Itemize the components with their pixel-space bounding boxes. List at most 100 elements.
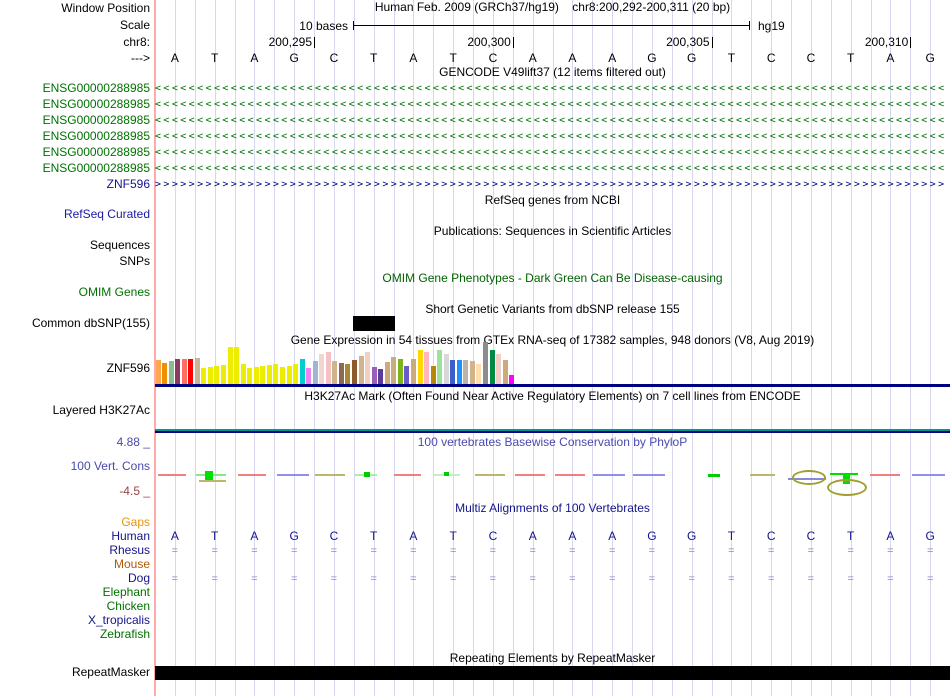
gtex-bar: [175, 359, 181, 380]
dbsnp-variant-box[interactable]: [353, 316, 395, 331]
base-letter: C: [806, 51, 816, 65]
phylop-mark: [555, 474, 585, 476]
chrom-label[interactable]: chr8:: [123, 35, 150, 49]
gtex-bar: [437, 350, 443, 380]
znf596-gene-row[interactable]: >>>>>>>>>>>>>>>>>>>>>>>>>>>>>>>>>>>>>>>>…: [155, 179, 947, 190]
refseq-track-title: RefSeq genes from NCBI: [484, 193, 621, 207]
gridline: [890, 0, 892, 696]
gridline: [492, 0, 494, 696]
gencode-gene-label[interactable]: ENSG00000288985: [42, 145, 150, 159]
gencode-gene-row[interactable]: <<<<<<<<<<<<<<<<<<<<<<<<<<<<<<<<<<<<<<<<…: [155, 99, 947, 110]
gtex-tissue-swatch: [430, 380, 436, 384]
multiz-identity-mark: =: [370, 573, 377, 585]
gtex-bar: [188, 359, 194, 380]
gridline: [373, 0, 375, 696]
gtex-bar: [325, 352, 331, 380]
gtex-bar: [240, 364, 246, 380]
phylop-min-label: -4.5 _: [119, 484, 150, 498]
gencode-gene-label[interactable]: ENSG00000288985: [42, 129, 150, 143]
base-letter: A: [528, 51, 537, 65]
base-letter: G: [925, 51, 935, 65]
gtex-bar: [214, 366, 220, 380]
multiz-species-label[interactable]: Mouse: [113, 557, 150, 571]
multiz-base-letter: A: [608, 529, 617, 543]
multiz-species-label[interactable]: Dog: [127, 571, 150, 585]
gtex-bar: [384, 362, 390, 380]
gtex-tissue-swatch: [509, 380, 515, 384]
gtex-tissue-swatch: [175, 380, 181, 384]
gtex-bar: [234, 347, 240, 380]
gencode-gene-row[interactable]: <<<<<<<<<<<<<<<<<<<<<<<<<<<<<<<<<<<<<<<<…: [155, 131, 947, 142]
snps-label[interactable]: SNPs: [119, 254, 150, 268]
gridline: [592, 0, 594, 696]
base-letter: G: [687, 51, 697, 65]
multiz-identity-mark: =: [688, 573, 695, 585]
gridline: [353, 0, 355, 696]
base-letter: C: [488, 51, 498, 65]
vert-cons-label[interactable]: 100 Vert. Cons: [70, 459, 150, 473]
layered-h3k27ac-label[interactable]: Layered H3K27Ac: [52, 403, 150, 417]
gtex-bar: [365, 352, 371, 380]
gtex-tissue-swatch: [155, 380, 161, 384]
gridline: [691, 0, 693, 696]
gridline: [512, 0, 514, 696]
gtex-tissue-swatch: [207, 380, 213, 384]
gtex-tissue-swatch: [352, 380, 357, 384]
multiz-base-letter: A: [886, 529, 895, 543]
gencode-znf596-label[interactable]: ZNF596: [106, 177, 150, 191]
gtex-bar: [312, 361, 318, 380]
gencode-gene-label[interactable]: ENSG00000288985: [42, 81, 150, 95]
gridline: [413, 0, 415, 696]
gtex-tissue-swatch: [286, 380, 292, 384]
gtex-znf596-label[interactable]: ZNF596: [106, 361, 150, 375]
ruler-tick-label: 200,305: [666, 35, 710, 49]
gridline: [751, 0, 753, 696]
multiz-base-letter: A: [528, 529, 537, 543]
multiz-species-label[interactable]: Elephant: [102, 585, 150, 599]
gtex-tissue-swatch: [424, 380, 430, 384]
h3k27ac-baseline: [155, 429, 950, 431]
refseq-curated-label[interactable]: RefSeq Curated: [63, 207, 150, 221]
repeatmasker-element-bar[interactable]: [155, 666, 950, 680]
multiz-base-letter: T: [449, 529, 457, 543]
multiz-species-label[interactable]: Chicken: [106, 599, 150, 613]
multiz-species-label[interactable]: Rhesus: [109, 543, 150, 557]
multiz-species-label[interactable]: Human: [111, 529, 150, 543]
gridline: [632, 0, 633, 696]
gtex-tissue-swatch: [338, 380, 344, 384]
strand-arrow[interactable]: --->: [131, 51, 150, 65]
gridline: [214, 0, 216, 696]
gencode-gene-row[interactable]: <<<<<<<<<<<<<<<<<<<<<<<<<<<<<<<<<<<<<<<<…: [155, 83, 947, 94]
gtex-bar: [181, 359, 187, 380]
gencode-gene-label[interactable]: ENSG00000288985: [42, 113, 150, 127]
phylop-mark: [593, 474, 625, 476]
gencode-gene-label[interactable]: ENSG00000288985: [42, 97, 150, 111]
multiz-species-label[interactable]: Zebrafish: [99, 627, 150, 641]
multiz-identity-mark: =: [410, 545, 417, 557]
multiz-species-label[interactable]: X_tropicalis: [87, 613, 150, 627]
gtex-tissue-swatch: [168, 380, 174, 384]
repeatmasker-label[interactable]: RepeatMasker: [71, 665, 150, 679]
sequences-label[interactable]: Sequences: [89, 238, 150, 252]
gtex-bar: [404, 366, 410, 380]
base-letter: T: [449, 51, 457, 65]
gencode-gene-row[interactable]: <<<<<<<<<<<<<<<<<<<<<<<<<<<<<<<<<<<<<<<<…: [155, 163, 947, 174]
gtex-bar: [378, 369, 384, 380]
common-dbsnp-label[interactable]: Common dbSNP(155): [31, 316, 150, 330]
gencode-gene-row[interactable]: <<<<<<<<<<<<<<<<<<<<<<<<<<<<<<<<<<<<<<<<…: [155, 115, 947, 126]
gencode-gene-label[interactable]: ENSG00000288985: [42, 161, 150, 175]
gtex-tissue-swatch: [279, 380, 285, 384]
multiz-identity-mark: =: [330, 573, 338, 585]
gtex-tissue-swatch: [221, 380, 226, 384]
phylop-mark: [708, 474, 720, 477]
omim-genes-label[interactable]: OMIM Genes: [78, 285, 150, 299]
gtex-bar: [260, 366, 266, 380]
gtex-tissue-swatch: [404, 380, 410, 384]
phylop-mark: [870, 474, 900, 476]
gtex-tissue-swatch: [253, 380, 259, 384]
multiz-species-label[interactable]: Gaps: [121, 515, 150, 529]
gencode-gene-row[interactable]: <<<<<<<<<<<<<<<<<<<<<<<<<<<<<<<<<<<<<<<<…: [155, 147, 947, 158]
gtex-bar: [168, 361, 174, 380]
multiz-identity-mark: =: [370, 545, 377, 557]
window-position-title: Human Feb. 2009 (GRCh37/hg19) chr8:200,2…: [374, 0, 731, 14]
